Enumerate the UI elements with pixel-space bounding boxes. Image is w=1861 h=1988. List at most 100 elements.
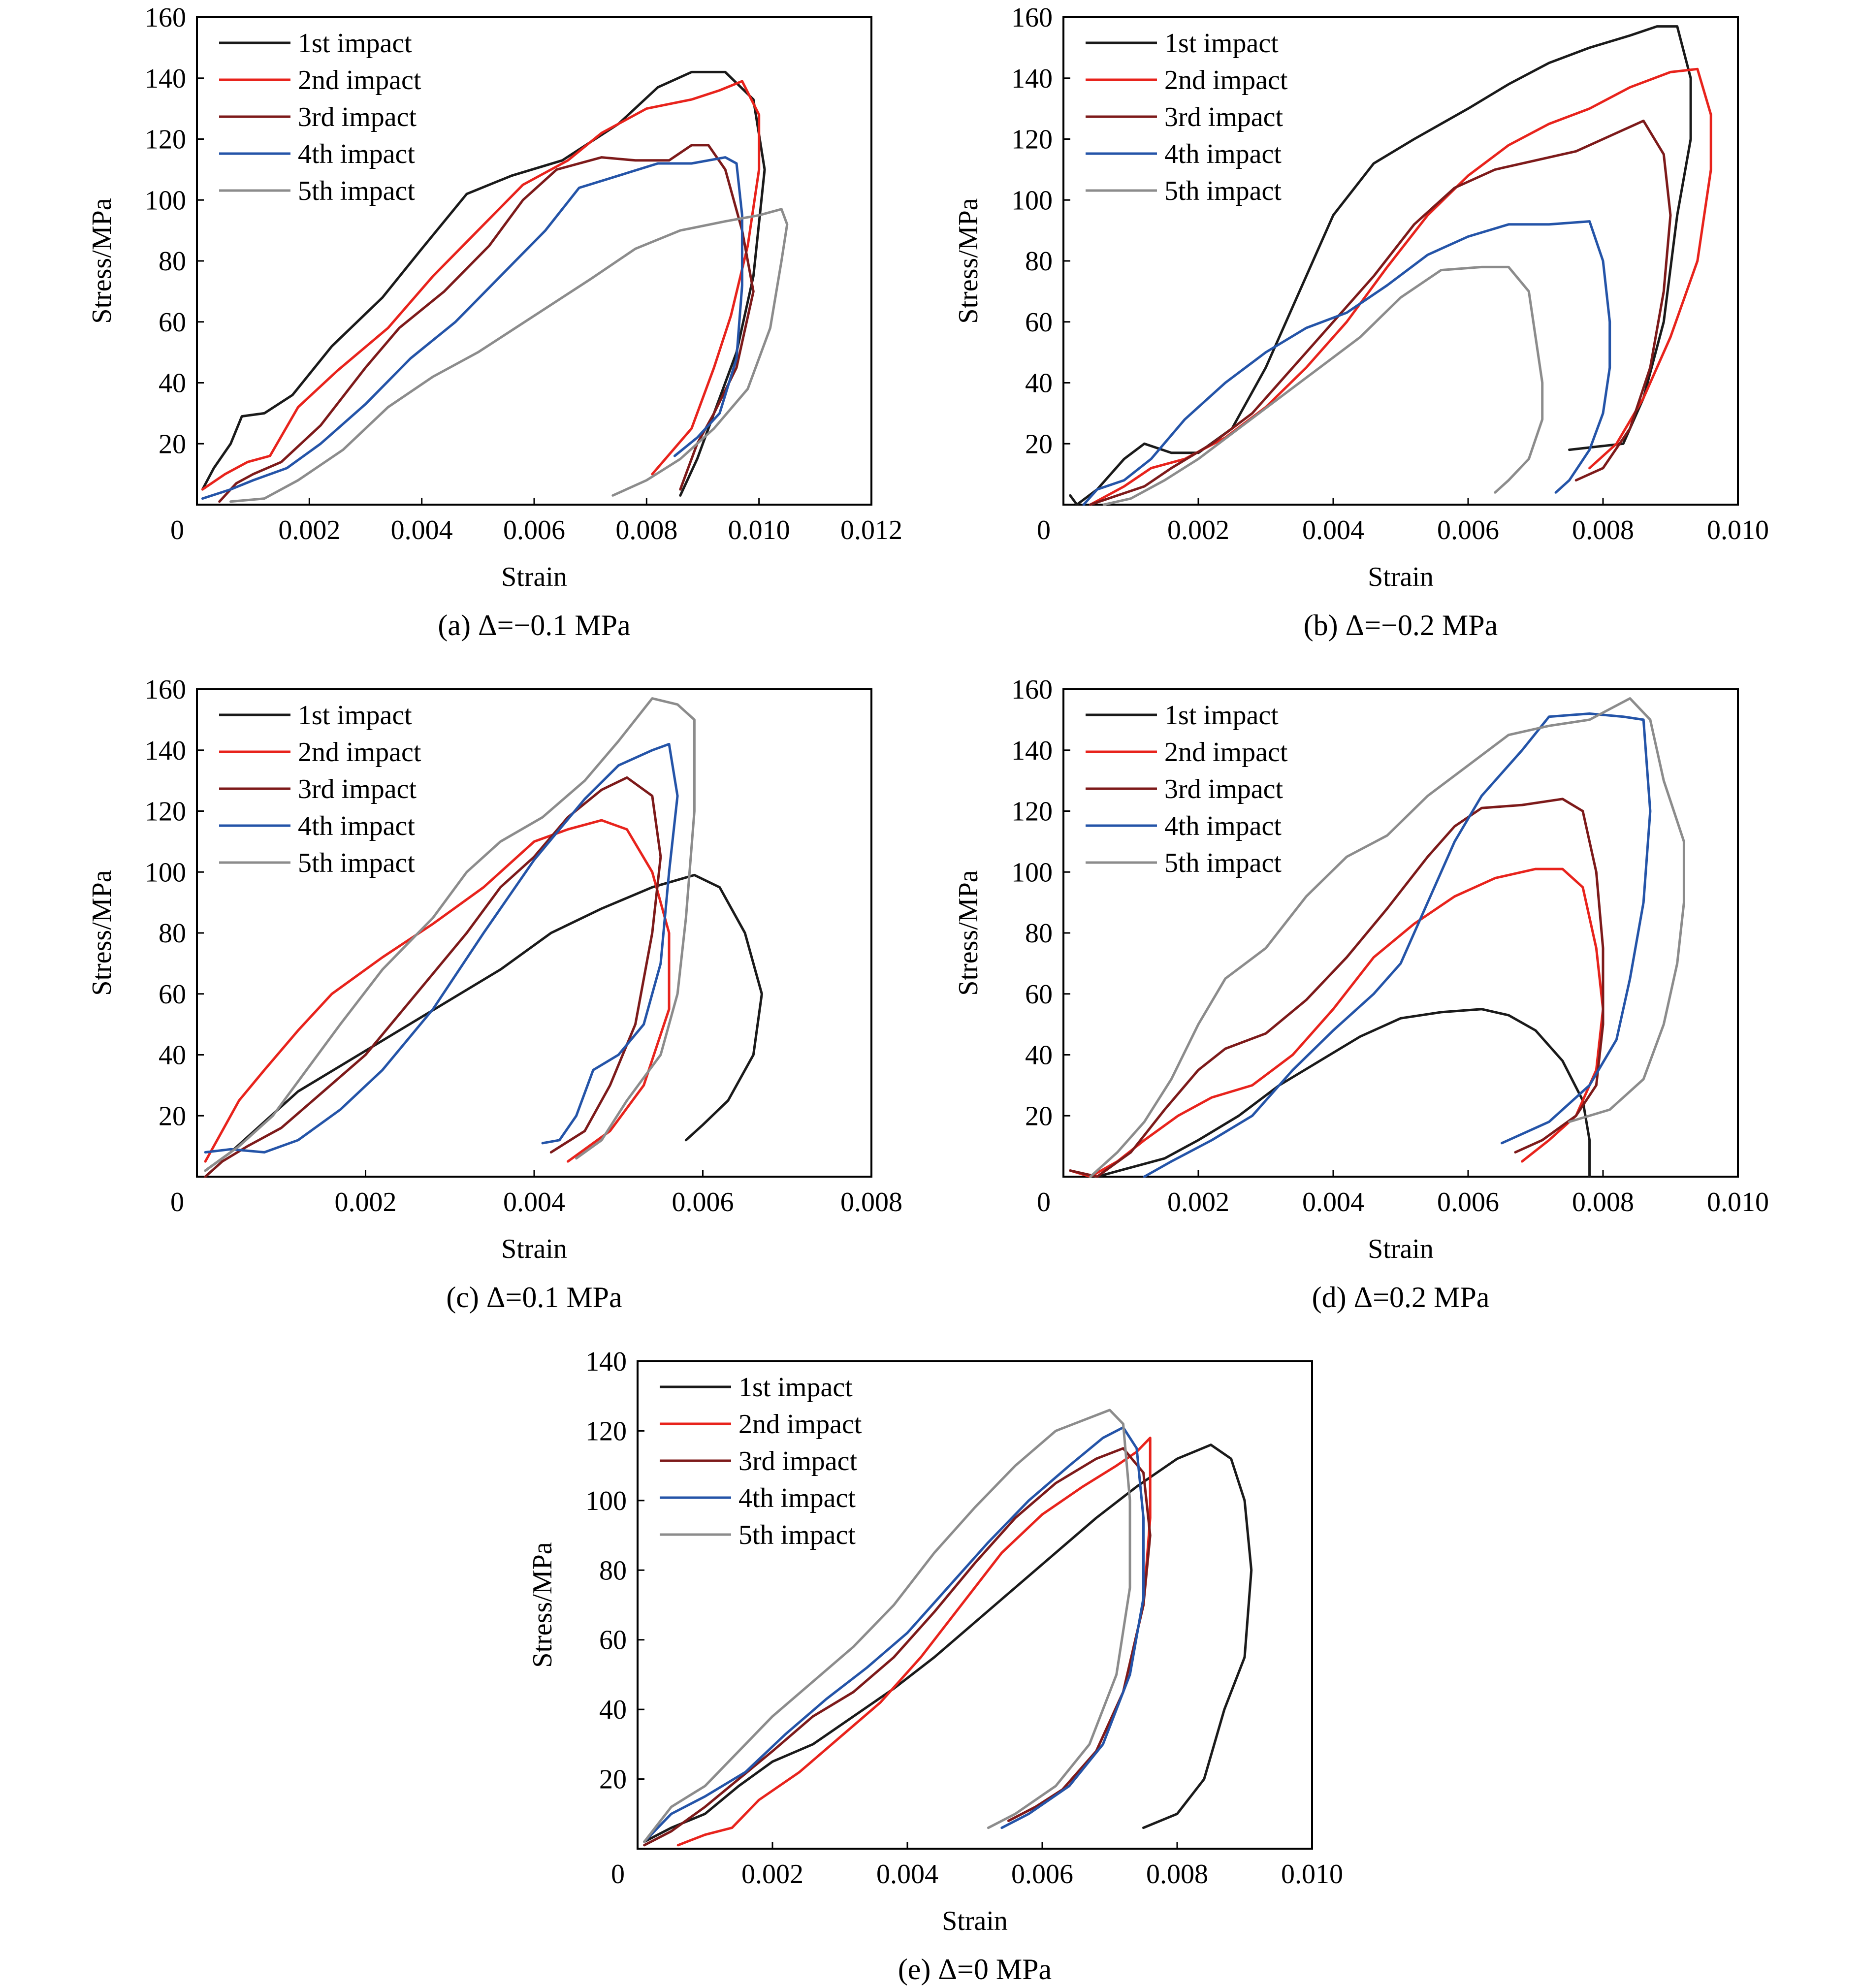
y-tick-label: 60 [159,307,186,338]
chart-panel-a: 20 40 60 80 100 120 140 160 0 0.002 0.004 0.006 0.0… [87,2,902,641]
series-line-3 [204,776,662,1178]
legend-label: 2nd impact [1164,65,1288,96]
series-line-1 [1096,1008,1591,1178]
y-tick-label: 140 [1011,64,1053,94]
chart-panel-b: 20 40 60 80 100 120 140 160 0 0.002 0.004 0.006 0.0… [953,2,1769,641]
y-tick-label: 80 [1025,918,1053,949]
series-line-3 [1069,798,1604,1178]
series-line-3 [218,144,755,503]
series-line-4 [1143,712,1652,1178]
y-ticks: 20 40 60 80 100 120 140 160 [1011,674,1070,1131]
series-line-2 [201,80,761,491]
legend-label: 3rd impact [1164,102,1283,132]
y-tick-label: 140 [145,736,186,766]
y-tick-label: 160 [1011,2,1053,33]
x-tick-label: 0.010 [1707,1187,1769,1218]
panel-caption: (e) Δ=0 MPa [898,1953,1052,1986]
y-tick-label: 60 [159,979,186,1010]
y-tick-label: 100 [1011,185,1053,216]
y-tick-label: 160 [1011,674,1053,705]
x-tick-label: 0.002 [335,1187,397,1218]
legend-label: 4th impact [738,1483,856,1513]
series-lines [201,70,789,503]
y-axis-label: Stress/MPa [527,1542,558,1667]
x-tick-label: 0 [170,515,184,545]
legend-label: 2nd impact [738,1409,862,1440]
y-tick-label: 20 [159,1101,186,1131]
legend-label: 5th impact [1164,848,1282,878]
x-ticks: 0 0.002 0.004 0.006 0.008 [170,1170,902,1218]
legend-label: 5th impact [1164,176,1282,206]
x-tick-label: 0 [1037,1187,1051,1218]
series-line-3 [1089,119,1672,506]
series-line-4 [201,156,743,500]
y-axis-label: Stress/MPa [87,870,117,995]
y-tick-label: 20 [159,429,186,459]
series-lines [1069,697,1685,1178]
series-line-2 [1069,867,1604,1178]
y-ticks: 20 40 60 80 100 120 140 [585,1347,644,1795]
legend-label: 5th impact [298,848,415,878]
series-line-1 [643,1443,1253,1843]
panel-caption: (c) Δ=0.1 MPa [446,1281,622,1314]
panel-caption: (b) Δ=−0.2 MPa [1304,609,1498,641]
x-tick-label: 0.006 [672,1187,734,1218]
y-tick-label: 100 [145,857,186,888]
series-line-4 [1082,220,1611,506]
y-tick-label: 120 [145,125,186,155]
x-tick-label: 0 [611,1859,625,1890]
y-tick-label: 60 [599,1625,627,1656]
series-line-5 [204,697,696,1172]
legend-label: 4th impact [298,139,415,169]
x-ticks: 0 0.002 0.004 0.006 0.008 0.010 [1037,498,1769,545]
series-line-4 [643,1426,1145,1843]
series-line-4 [204,742,679,1154]
x-tick-label: 0.004 [876,1859,938,1890]
chart-panel-c: 20 40 60 80 100 120 140 160 0 0.002 0.004 0.006 0.0… [87,674,902,1314]
series-line-1 [201,70,766,497]
series-line-2 [204,819,671,1163]
legend: 1st impact 2nd impact 3rd impact 4th impact… [660,1372,862,1550]
series-line-5 [229,208,789,503]
x-tick-label: 0.004 [1302,515,1364,545]
legend-label: 1st impact [1164,700,1279,731]
x-tick-label: 0 [1037,515,1051,545]
series-line-1 [1069,25,1692,506]
y-ticks: 20 40 60 80 100 120 140 160 [145,674,204,1131]
legend-label: 5th impact [298,176,415,206]
x-tick-label: 0.008 [840,1187,902,1218]
y-tick-label: 40 [1025,368,1053,399]
series-lines [643,1409,1253,1847]
y-tick-label: 80 [159,918,186,949]
x-tick-label: 0.004 [391,515,453,545]
series-line-1 [204,873,763,1172]
x-tick-label: 0.004 [1302,1187,1364,1218]
y-ticks: 20 40 60 80 100 120 140 160 [1011,2,1070,459]
x-tick-label: 0.006 [1011,1859,1073,1890]
plot-frame [637,1360,1313,1850]
legend: 1st impact 2nd impact 3rd impact 4th impact… [219,700,421,878]
series-lines [204,697,763,1178]
legend-label: 1st impact [738,1372,853,1403]
y-tick-label: 80 [1025,246,1053,277]
series-line-5 [643,1409,1131,1843]
x-tick-label: 0.012 [840,515,902,545]
x-axis-label: Strain [942,1906,1008,1936]
series-line-3 [643,1447,1152,1847]
x-tick-label: 0.002 [741,1859,803,1890]
x-tick-label: 0.006 [1437,1187,1499,1218]
legend-label: 3rd impact [298,774,417,804]
x-tick-label: 0.010 [1707,515,1769,545]
y-tick-label: 120 [1011,125,1053,155]
legend-label: 1st impact [298,700,412,731]
x-tick-label: 0.006 [1437,515,1499,545]
legend-label: 3rd impact [298,102,417,132]
y-tick-label: 160 [145,674,186,705]
x-tick-label: 0.002 [1167,1187,1229,1218]
x-tick-label: 0.008 [1572,515,1634,545]
series-line-5 [1102,265,1544,506]
x-tick-label: 0.008 [615,515,677,545]
x-ticks: 0 0.002 0.004 0.006 0.008 0.010 [611,1842,1343,1890]
legend-label: 4th impact [1164,139,1282,169]
